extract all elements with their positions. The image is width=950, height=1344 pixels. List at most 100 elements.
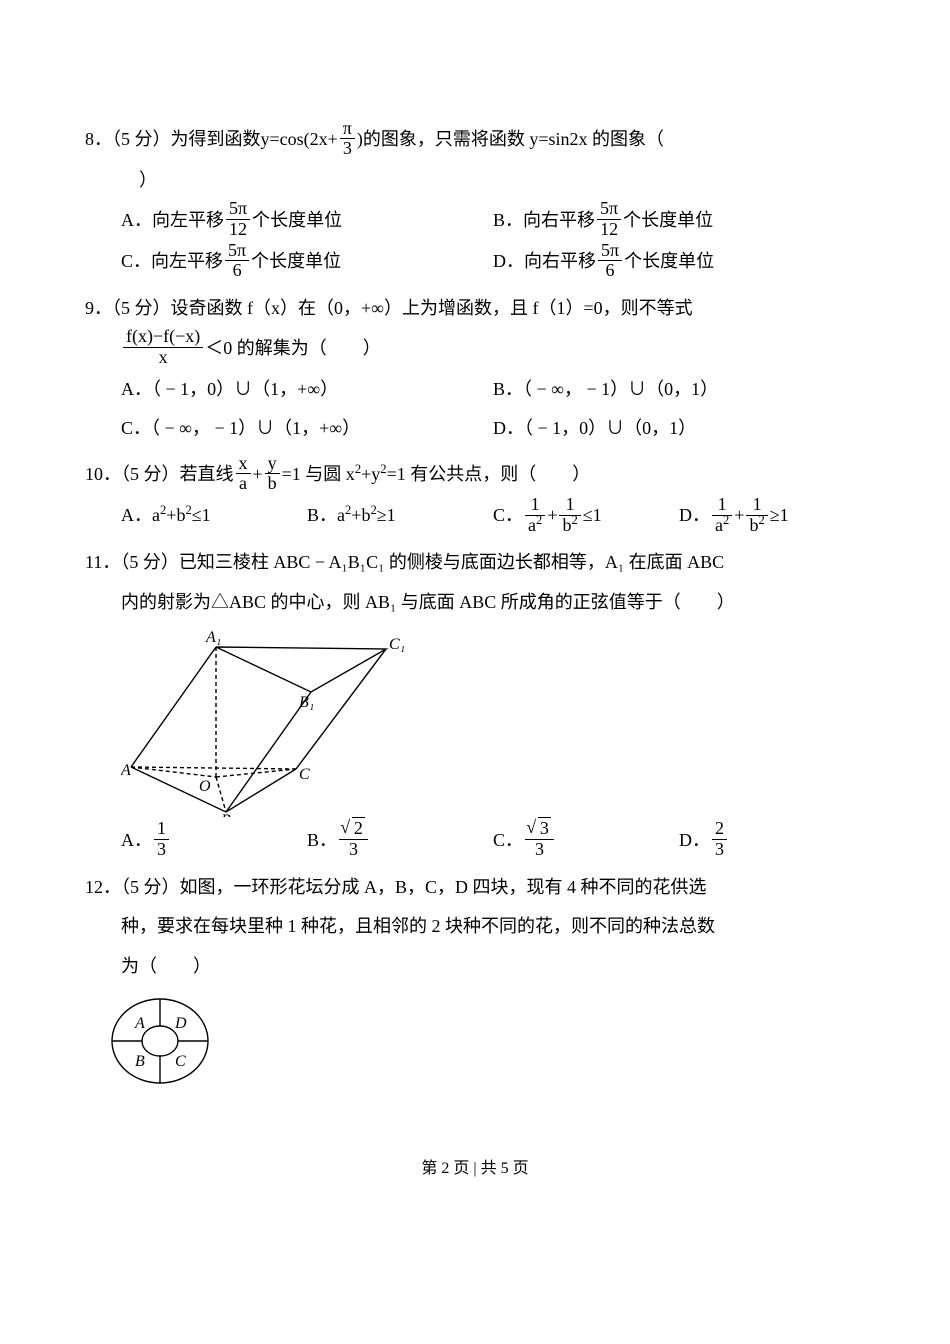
- q9-text-a: 设奇函数 f（x）在（0，+∞）上为增函数，且 f（1）=0，则不等式: [171, 298, 693, 318]
- q8-C-den: 6: [225, 261, 249, 281]
- q10-A-tail: ≤1: [192, 505, 211, 525]
- q10-C-f2: 1b2: [559, 495, 580, 536]
- q10-C-d1: a2: [525, 516, 545, 536]
- q8-text-a: 为得到函数: [171, 129, 261, 149]
- q11-D-frac: 23: [712, 819, 727, 860]
- q11-A-num: 1: [154, 819, 169, 840]
- q9-option-b: B．（ − ∞， − 1）∪（0，1）: [493, 370, 865, 410]
- q10-frac-yb: yb: [265, 454, 280, 495]
- q10-D-d2: b2: [746, 516, 767, 536]
- q10-stem: 10．（5 分）若直线xa+yb=1 与圆 x2+y2=1 有公共点，则（ ）: [85, 455, 865, 496]
- q10-D-a: a: [715, 515, 723, 535]
- q9-options-row1: A．（ − 1，0）∪（1，+∞） B．（ − ∞， − 1）∪（0，1）: [121, 370, 865, 410]
- label-c1: C₁: [389, 636, 405, 653]
- q8-C-frac: 5π6: [225, 241, 249, 282]
- q8-D-pre: D．向右平移: [493, 251, 596, 271]
- label-a: A: [121, 762, 131, 779]
- ring-label-b: B: [135, 1053, 145, 1070]
- q10-option-d: D．1a2+1b2≥1: [679, 496, 865, 537]
- q11-options: A．13 B．23 C．33 D．23: [121, 821, 865, 862]
- q9-frac-den: x: [123, 348, 203, 368]
- q8-func-lhs: y=cos(2x+: [261, 129, 338, 149]
- ring-label-a: A: [134, 1015, 145, 1032]
- q10-D-d1: a2: [712, 516, 732, 536]
- q8-B-num: 5π: [597, 199, 621, 220]
- q9-number: 9．: [85, 298, 112, 318]
- q9-inequality: f(x)−f(−x)x＜0 的解集为（ ）: [121, 329, 865, 370]
- prism-edge-aa1: [131, 647, 216, 767]
- prism-base-front: [131, 767, 296, 812]
- page-footer: 第 2 页 | 共 5 页: [85, 1151, 865, 1186]
- q10-D-bs: 2: [758, 513, 764, 527]
- q12-ring-figure: A D B C: [105, 991, 215, 1091]
- question-9: 9．（5 分）设奇函数 f（x）在（0，+∞）上为增函数，且 f（1）=0，则不…: [85, 289, 865, 449]
- prism-base-back: [131, 767, 296, 769]
- ring-label-c: C: [175, 1053, 186, 1070]
- q8-C-unit: 个长度单位: [251, 251, 341, 271]
- q8-frac-pi3: π3: [340, 119, 355, 160]
- q8-C-num: 5π: [225, 241, 249, 262]
- q11-A-label: A．: [121, 830, 152, 850]
- q11-text-a: 已知三棱柱 ABC − A₁B₁C₁ 的侧棱与底面边长都相等，A₁ 在底面 AB…: [179, 552, 724, 572]
- q11-D-num: 2: [712, 819, 727, 840]
- q11-stem-line2: 内的射影为△ABC 的中心，则 AB₁ 与底面 ABC 所成角的正弦值等于（ ）: [121, 583, 865, 623]
- q11-C-sqrt: 3: [528, 819, 551, 839]
- label-b1: B₁: [299, 694, 314, 711]
- q10-D-tail: ≥1: [770, 505, 789, 525]
- q8-B-pre: B．向右平移: [493, 210, 595, 230]
- q10-option-b: B．a2+b2≥1: [307, 496, 493, 537]
- q11-C-den: 3: [525, 840, 554, 860]
- q8-stem: 8．（5 分）为得到函数y=cos(2x+π3)的图象，只需将函数 y=sin2…: [85, 120, 865, 161]
- question-10: 10．（5 分）若直线xa+yb=1 与圆 x2+y2=1 有公共点，则（ ） …: [85, 455, 865, 537]
- q10-eqtail: =1 有公共点，则（ ）: [387, 464, 591, 484]
- q9-frac: f(x)−f(−x)x: [123, 327, 203, 368]
- q11-C-num: 3: [525, 819, 554, 840]
- q8-D-frac: 5π6: [598, 241, 622, 282]
- q8-B-unit: 个长度单位: [623, 210, 713, 230]
- q9-frac-num: f(x)−f(−x): [123, 327, 203, 348]
- q11-option-d: D．23: [679, 821, 865, 862]
- q11-D-den: 3: [712, 840, 727, 860]
- q8-options-row2: C．向左平移5π6个长度单位 D．向右平移5π6个长度单位: [121, 242, 865, 283]
- q8-D-den: 6: [598, 261, 622, 281]
- question-12: 12．（5 分）如图，一环形花坛分成 A，B，C，D 四块，现有 4 种不同的花…: [85, 868, 865, 1091]
- q8-B-den: 12: [597, 220, 621, 240]
- label-a1: A₁: [205, 629, 221, 646]
- q11-option-b: B．23: [307, 821, 493, 862]
- q10-A-mid: +b: [166, 505, 185, 525]
- q11-A-den: 3: [154, 840, 169, 860]
- question-11: 11．（5 分）已知三棱柱 ABC − A₁B₁C₁ 的侧棱与底面边长都相等，A…: [85, 543, 865, 861]
- q10-B-pre: B．a: [307, 505, 345, 525]
- q10-option-c: C．1a2+1b2≤1: [493, 496, 679, 537]
- q11-option-a: A．13: [121, 821, 307, 862]
- q10-C-bs: 2: [571, 513, 577, 527]
- q10-y: y: [265, 454, 280, 475]
- ring-inner: [142, 1026, 178, 1056]
- q9-option-a: A．（ − 1，0）∪（1，+∞）: [121, 370, 493, 410]
- q10-C-a: a: [528, 515, 536, 535]
- q8-option-c: C．向左平移5π6个长度单位: [121, 242, 493, 283]
- prism-ob: [216, 777, 226, 812]
- prism-top: [216, 647, 386, 692]
- q10-D-pre: D．: [679, 505, 710, 525]
- q8-option-d: D．向右平移5π6个长度单位: [493, 242, 865, 283]
- q12-points: （5 分）: [121, 877, 180, 897]
- q11-points: （5 分）: [120, 552, 179, 572]
- q12-text-a: 如图，一环形花坛分成 A，B，C，D 四块，现有 4 种不同的花供选: [180, 877, 707, 897]
- q10-text-a: 若直线: [180, 464, 234, 484]
- q10-option-a: A．a2+b2≤1: [121, 496, 307, 537]
- q11-stem-line1: 11．（5 分）已知三棱柱 ABC − A₁B₁C₁ 的侧棱与底面边长都相等，A…: [85, 543, 865, 583]
- q9-option-c: C．（ − ∞， − 1）∪（1，+∞）: [121, 409, 493, 449]
- q10-A-pre: A．a: [121, 505, 160, 525]
- q11-prism-figure: A₁ B₁ C₁ A B C O: [121, 627, 421, 817]
- q11-A-frac: 13: [154, 819, 169, 860]
- pi-den: 3: [340, 139, 355, 159]
- q10-D-as: 2: [723, 513, 729, 527]
- q10-C-as: 2: [536, 513, 542, 527]
- q9-ineq-tail: ＜0 的解集为（ ）: [205, 338, 381, 358]
- q9-stem-line1: 9．（5 分）设奇函数 f（x）在（0，+∞）上为增函数，且 f（1）=0，则不…: [85, 289, 865, 329]
- q8-option-b: B．向右平移5π12个长度单位: [493, 201, 865, 242]
- q10-C-f1: 1a2: [525, 495, 545, 536]
- q8-B-frac: 5π12: [597, 199, 621, 240]
- q9-options-row2: C．（ − ∞， − 1）∪（1，+∞） D．（ − 1，0）∪（0，1）: [121, 409, 865, 449]
